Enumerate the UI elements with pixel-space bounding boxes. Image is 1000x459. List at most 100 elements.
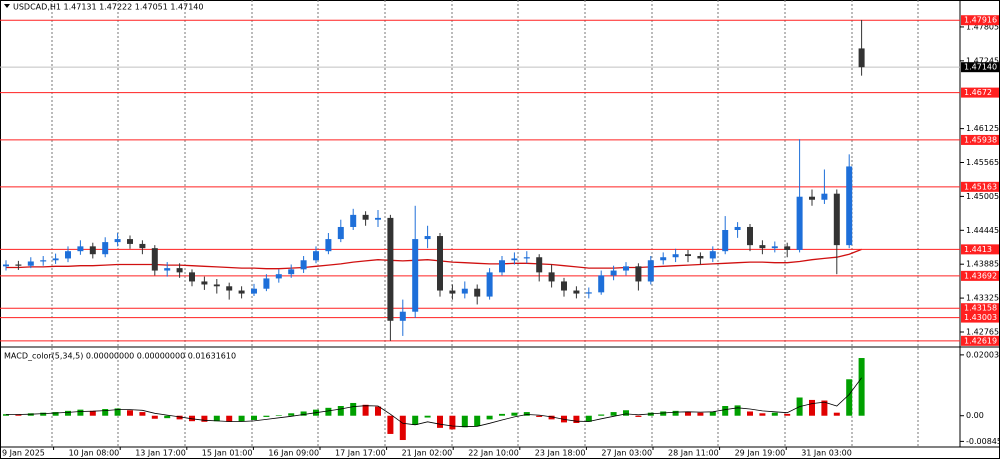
time-grid	[51, 0, 919, 447]
macd-bar	[697, 412, 704, 416]
macd-bar	[573, 415, 580, 424]
level-label: 1.43158	[964, 304, 997, 313]
x-tick-label: 27 Jan 03:00	[601, 449, 652, 458]
candle-body	[3, 264, 9, 267]
candle-body	[747, 226, 753, 246]
candle-body	[77, 246, 84, 252]
macd-bar	[350, 402, 357, 416]
macd-bar	[660, 411, 667, 416]
symbol-menu-icon[interactable]	[4, 4, 10, 8]
macd-bar	[151, 415, 158, 419]
macd-bar	[499, 413, 505, 416]
macd-bar	[461, 415, 468, 428]
candle-body	[40, 260, 47, 262]
candle-body	[734, 226, 741, 230]
candle-body	[189, 272, 195, 282]
candle-body	[784, 246, 791, 250]
level-label-box	[961, 244, 999, 255]
level-label-box	[961, 303, 999, 314]
macd-bar	[486, 415, 493, 420]
macd-bar	[387, 415, 394, 434]
macd-bar	[809, 399, 815, 416]
candle-body	[858, 48, 865, 68]
macd-label: MACD_color(5,34,5) 0.00000000 0.00000000…	[4, 352, 236, 361]
candle-body	[27, 261, 34, 266]
macd-bar	[201, 415, 208, 422]
candle-body	[325, 239, 332, 252]
candle-body	[846, 166, 853, 246]
y-tick-label: 1.44445	[966, 226, 999, 235]
candle-body	[139, 243, 146, 249]
macd-bar	[52, 412, 59, 416]
x-tick-label: 17 Jan 17:00	[335, 449, 386, 458]
macd-bar	[77, 409, 84, 416]
macd-bar	[858, 358, 865, 416]
macd-bar	[424, 415, 431, 418]
macd-bar	[164, 415, 171, 419]
macd-bar	[226, 415, 233, 422]
candle-body	[474, 288, 481, 297]
macd-bar	[474, 415, 481, 427]
macd-bar	[548, 415, 555, 420]
candle-body	[796, 196, 803, 250]
macd-bar	[833, 412, 840, 416]
candle-body	[176, 268, 183, 273]
chart-title: USDCAD,H1 1.47131 1.47222 1.47051 1.4714…	[13, 3, 203, 12]
macd-bar	[337, 406, 344, 416]
level-label: 1.43692	[964, 271, 997, 280]
level-label: 1.42619	[964, 336, 997, 345]
macd-bar	[759, 413, 766, 416]
candle-body	[585, 292, 592, 294]
current-price-label: 1.47140	[964, 63, 997, 72]
candle-body	[449, 290, 456, 294]
candle-body	[275, 274, 282, 279]
macd-bar	[300, 411, 307, 416]
macd-bar	[610, 412, 617, 416]
macd-bar	[635, 415, 642, 417]
candle-body	[288, 269, 295, 275]
candle-body	[213, 284, 220, 287]
candle-body	[350, 214, 357, 227]
y-tick-label: 1.42765	[966, 327, 999, 336]
macd-bar	[598, 414, 605, 416]
macd-bar	[263, 415, 270, 417]
macd-bar	[213, 415, 220, 422]
candle-body	[771, 246, 778, 249]
macd-bar	[685, 411, 691, 416]
macd-bar	[709, 411, 716, 416]
candle-body	[759, 245, 766, 249]
level-label: 1.43003	[964, 313, 997, 322]
x-tick-label: 28 Jan 11:00	[668, 449, 719, 458]
macd-bar	[362, 404, 369, 416]
macd-bar	[3, 414, 9, 416]
level-label-box	[961, 335, 999, 346]
macd-bar	[747, 411, 753, 416]
candle-body	[623, 266, 629, 271]
macd-bar	[511, 412, 518, 416]
y-tick-label: 1.43325	[966, 294, 999, 303]
candle-body	[437, 236, 443, 291]
candle-body	[300, 260, 307, 270]
candle-body	[548, 272, 555, 282]
y-tick-label: 1.47245	[966, 56, 999, 65]
candle-body	[226, 286, 233, 291]
macd-bar	[437, 415, 443, 428]
macd-bar	[127, 410, 133, 416]
candle-body	[647, 260, 654, 282]
level-label: 1.4413	[964, 245, 992, 254]
candle-body	[424, 236, 431, 240]
macd-y-tick-label: 0.00	[966, 411, 984, 420]
candle-body	[362, 214, 369, 220]
candle-body	[809, 196, 815, 200]
level-label: 1.45163	[964, 182, 997, 191]
macd-bar	[238, 415, 245, 422]
macd-bar	[734, 405, 741, 416]
candle-body	[238, 290, 245, 294]
candle-body	[164, 268, 171, 271]
level-label: 1.4672	[964, 88, 992, 97]
level-label: 1.47916	[964, 16, 997, 25]
candle-body	[313, 251, 319, 261]
candle-body	[65, 251, 71, 259]
candle-body	[610, 270, 617, 276]
